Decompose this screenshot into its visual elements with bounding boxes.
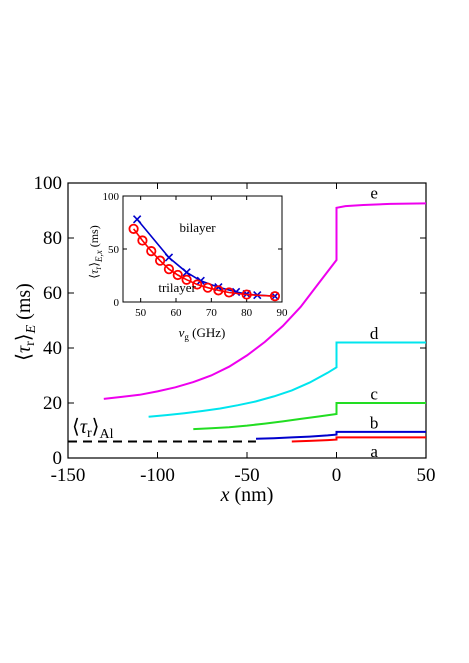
inset-label-bilayer: bilayer xyxy=(180,220,217,235)
main-series-c xyxy=(193,402,426,431)
inset-y-tick-label: 0 xyxy=(114,297,120,309)
inset-x-tick-label: 60 xyxy=(171,307,183,319)
series-label-d: d xyxy=(370,324,379,343)
inset-axis-ticks xyxy=(123,195,283,303)
inset-series: bilayer trilayer xyxy=(128,215,281,302)
inset-marker-trilayer xyxy=(192,279,203,290)
main-series-a xyxy=(291,436,426,443)
main-x-tick-label: -150 xyxy=(51,465,86,486)
inset-marker-bilayer xyxy=(132,215,142,224)
main-tick-labels: -150 -100 -50 0 50 0 20 40 60 80 100 xyxy=(34,173,436,486)
main-y-tick-label: 100 xyxy=(34,173,63,194)
inset-marker-trilayer xyxy=(241,289,252,300)
inset-marker-bilayer xyxy=(196,276,205,285)
inset-y-axis-title: ⟨τr⟩E,x (ms) xyxy=(87,225,104,278)
main-y-tick-label: 60 xyxy=(43,283,62,304)
main-x-tick-label: 0 xyxy=(332,465,342,486)
inset-marker-trilayer xyxy=(269,291,281,302)
inset-tick-labels: 50 60 70 80 90 0 50 100 xyxy=(103,191,289,319)
main-series-b xyxy=(255,430,426,440)
inset-marker-trilayer xyxy=(163,264,175,275)
inset-marker-trilayer xyxy=(137,235,148,246)
main-series: abc d e xyxy=(103,184,427,461)
main-x-tick-label: -100 xyxy=(140,465,175,486)
main-series-e xyxy=(103,202,427,400)
inset-x-tick-label: 50 xyxy=(135,307,147,319)
main-x-tick-label: 50 xyxy=(417,465,436,486)
inset-marker-bilayer xyxy=(164,253,174,262)
inset-y-tick-label: 50 xyxy=(108,244,120,256)
inset-marker-trilayer xyxy=(155,255,166,266)
main-y-axis-title: ⟨τr⟩E (ms) xyxy=(13,283,39,361)
inset-marker-bilayer xyxy=(270,292,280,301)
series-label-b: b xyxy=(370,413,379,432)
inset-x-axis-title: νg (GHz) xyxy=(179,325,226,342)
reference-line-label: ⟨τr⟩Al xyxy=(72,416,114,442)
series-label-c: c xyxy=(370,384,378,403)
inset-y-tick-label: 100 xyxy=(103,191,120,203)
inset-x-tick-label: 70 xyxy=(206,307,218,319)
inset-x-tick-label: 80 xyxy=(241,307,253,319)
main-series-d xyxy=(148,341,426,418)
inset-marker-bilayer xyxy=(182,268,191,277)
inset-marker-trilayer xyxy=(213,285,224,296)
inset-series-trilayer xyxy=(132,228,275,297)
inset-marker-trilayer xyxy=(181,274,192,285)
main-y-tick-label: 20 xyxy=(43,393,62,414)
inset-marker-trilayer xyxy=(223,287,235,298)
main-y-tick-label: 40 xyxy=(43,338,62,359)
main-x-tick-label: -50 xyxy=(234,465,259,486)
inset-label-trilayer: trilayer xyxy=(158,280,196,295)
inset-marker-trilayer xyxy=(128,223,139,234)
main-axis-ticks xyxy=(67,182,427,459)
inset-marker-trilayer xyxy=(202,282,213,293)
inset-marker-trilayer xyxy=(172,269,183,281)
inset-marker-trilayer xyxy=(146,246,157,257)
inset-x-tick-label: 90 xyxy=(277,307,289,319)
inset-chart: 50 60 70 80 90 0 50 100 bilayer trilayer ⟨τr⟩E,x… xyxy=(87,191,288,342)
series-label-a: a xyxy=(370,442,378,461)
series-label-e: e xyxy=(370,184,378,203)
main-y-tick-label: 80 xyxy=(43,228,62,249)
main-x-axis-title: x (nm) xyxy=(220,484,274,506)
main-y-tick-label: 0 xyxy=(53,448,63,469)
